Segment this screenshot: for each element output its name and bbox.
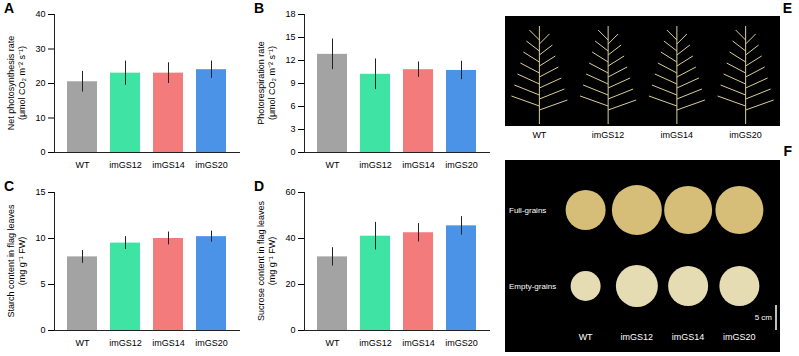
svg-text:imGS12: imGS12 xyxy=(359,338,392,348)
svg-text:WT: WT xyxy=(326,160,340,170)
svg-text:imGS14: imGS14 xyxy=(402,160,435,170)
svg-text:imGS14: imGS14 xyxy=(152,160,185,170)
svg-text:imGS12: imGS12 xyxy=(621,332,654,342)
svg-text:imGS14: imGS14 xyxy=(402,338,435,348)
html-text:B: B xyxy=(254,0,265,16)
svg-text:imGS20: imGS20 xyxy=(729,130,762,140)
svg-text:imGS14: imGS14 xyxy=(152,338,185,348)
svg-text:imGS12: imGS12 xyxy=(359,160,392,170)
svg-text:WT: WT xyxy=(76,338,90,348)
svg-text:imGS12: imGS12 xyxy=(109,338,142,348)
html-text:(mg g⁻¹ FW): (mg g⁻¹ FW) xyxy=(267,236,277,286)
svg-text:WT: WT xyxy=(76,160,90,170)
svg-text:10: 10 xyxy=(35,113,45,123)
svg-text:E: E xyxy=(783,0,792,16)
html-text:A: A xyxy=(4,0,15,16)
html-text:(μmol CO₂ m⁻² s⁻¹): (μmol CO₂ m⁻² s⁻¹) xyxy=(267,45,277,121)
svg-text:30: 30 xyxy=(35,44,45,54)
svg-text:WT: WT xyxy=(326,338,340,348)
svg-text:40: 40 xyxy=(285,233,295,243)
svg-text:0: 0 xyxy=(40,147,45,157)
svg-text:12: 12 xyxy=(285,55,295,65)
svg-text:6: 6 xyxy=(290,101,295,111)
svg-text:15: 15 xyxy=(285,32,295,42)
svg-text:0: 0 xyxy=(290,147,295,157)
svg-text:imGS20: imGS20 xyxy=(445,160,478,170)
svg-text:5 cm: 5 cm xyxy=(755,313,773,322)
svg-text:18: 18 xyxy=(285,9,295,19)
svg-text:F: F xyxy=(783,143,792,159)
svg-text:imGS20: imGS20 xyxy=(195,338,228,348)
svg-text:imGS20: imGS20 xyxy=(723,332,756,342)
svg-text:10: 10 xyxy=(35,233,45,243)
svg-text:imGS14: imGS14 xyxy=(661,130,694,140)
html-text:Starch content in flag leaves: Starch content in flag leaves xyxy=(6,204,16,318)
svg-text:20: 20 xyxy=(285,279,295,289)
svg-text:9: 9 xyxy=(290,78,295,88)
svg-text:imGS14: imGS14 xyxy=(672,332,705,342)
html-text:(μmol CO₂ m⁻² s⁻¹): (μmol CO₂ m⁻² s⁻¹) xyxy=(17,45,27,121)
html-text:D: D xyxy=(254,178,265,194)
svg-text:imGS20: imGS20 xyxy=(445,338,478,348)
svg-text:40: 40 xyxy=(35,9,45,19)
svg-text:imGS12: imGS12 xyxy=(592,130,625,140)
html-text:Net photosynthesis rate: Net photosynthesis rate xyxy=(6,35,16,131)
svg-text:WT: WT xyxy=(532,130,546,140)
svg-text:Empty-grains: Empty-grains xyxy=(509,282,556,291)
html-text:C: C xyxy=(4,178,15,194)
svg-text:imGS20: imGS20 xyxy=(195,160,228,170)
svg-text:20: 20 xyxy=(35,78,45,88)
svg-text:0: 0 xyxy=(290,325,295,335)
svg-text:60: 60 xyxy=(285,187,295,197)
svg-text:Full-grains: Full-grains xyxy=(509,206,546,215)
html-text:(mg g⁻¹ FW): (mg g⁻¹ FW) xyxy=(17,236,27,286)
html-text:Sucrose content in flag leaves: Sucrose content in flag leaves xyxy=(256,201,266,321)
svg-text:15: 15 xyxy=(35,187,45,197)
svg-text:WT: WT xyxy=(579,332,593,342)
svg-text:0: 0 xyxy=(40,325,45,335)
html-text:Photorespiration rate: Photorespiration rate xyxy=(256,41,266,125)
svg-text:3: 3 xyxy=(290,124,295,134)
svg-text:imGS12: imGS12 xyxy=(109,160,142,170)
svg-text:5: 5 xyxy=(40,279,45,289)
